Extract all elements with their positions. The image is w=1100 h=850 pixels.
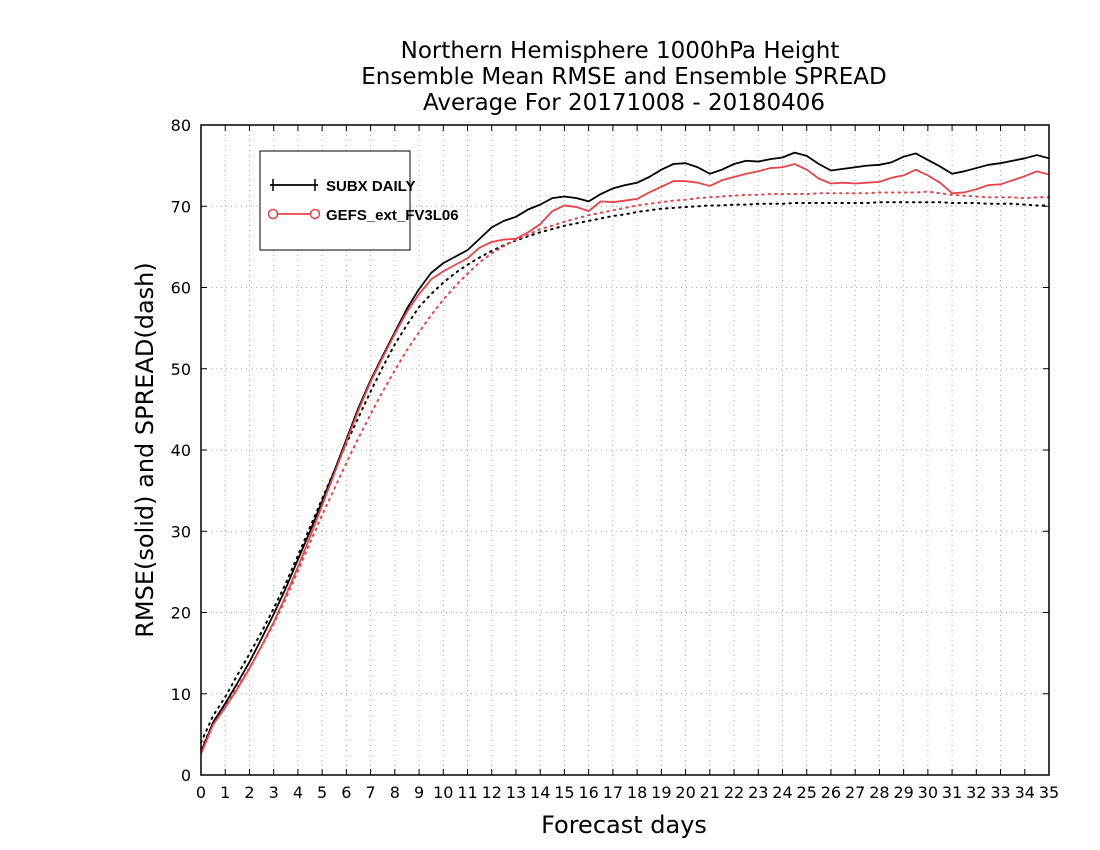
x-tick-label: 26 (821, 783, 841, 802)
x-tick-label: 0 (196, 783, 206, 802)
x-tick-label: 13 (506, 783, 526, 802)
x-tick-label: 2 (244, 783, 254, 802)
legend-entry: GEFS_ext_FV3L06 (267, 207, 459, 224)
chart-title: Northern Hemisphere 1000hPa Height Ensem… (361, 38, 886, 116)
y-axis-ticks: 0 10 20 30 40 50 60 70 80 (171, 116, 1049, 785)
y-tick-label: 20 (171, 604, 191, 623)
x-axis-label: Forecast days (541, 811, 707, 839)
y-tick-label: 30 (171, 522, 191, 541)
x-tick-label: 1 (220, 783, 230, 802)
series-layer (200, 151, 1050, 755)
x-tick-label: 10 (433, 783, 453, 802)
x-tick-label: 7 (366, 783, 376, 802)
y-tick-label: 50 (171, 360, 191, 379)
x-tick-label: 19 (651, 783, 671, 802)
y-tick-label: 40 (171, 441, 191, 460)
y-axis-label: RMSE(solid) and SPREAD(dash) (131, 262, 159, 638)
legend-entry: SUBX DAILY (270, 178, 415, 195)
x-tick-label: 34 (1015, 783, 1035, 802)
x-tick-label: 3 (269, 783, 279, 802)
series-line-spread-gefs-ext (200, 190, 1050, 750)
legend-label: SUBX DAILY (326, 178, 415, 195)
title-line-2: Ensemble Mean RMSE and Ensemble SPREAD (361, 64, 886, 90)
x-tick-label: 32 (966, 783, 986, 802)
series-line-rmse-gefs-ext (200, 163, 1050, 755)
x-axis-ticks: 0 1 2 3 4 5 6 7 8 9 10 11 12 13 14 15 16 17 18 19 20 21 22 23 24… (196, 125, 1059, 802)
legend-label: GEFS_ext_FV3L06 (326, 207, 459, 224)
x-tick-label: 28 (869, 783, 889, 802)
legend-circle-marker (309, 208, 321, 220)
x-tick-label: 23 (748, 783, 768, 802)
legend: SUBX DAILY GEFS_ext_FV3L06 (259, 150, 459, 251)
series-line-spread-subx-daily (200, 201, 1050, 744)
grid-lines (201, 125, 1049, 775)
x-tick-label: 5 (317, 783, 327, 802)
y-tick-label: 0 (181, 766, 191, 785)
title-line-1: Northern Hemisphere 1000hPa Height (401, 38, 840, 64)
x-tick-label: 14 (530, 783, 550, 802)
x-tick-label: 25 (797, 783, 817, 802)
x-tick-label: 8 (390, 783, 400, 802)
x-tick-label: 17 (603, 783, 623, 802)
y-tick-label: 70 (171, 197, 191, 216)
x-tick-label: 20 (675, 783, 695, 802)
y-tick-label: 80 (171, 116, 191, 135)
x-tick-label: 29 (893, 783, 913, 802)
x-tick-label: 35 (1039, 783, 1059, 802)
x-tick-label: 11 (457, 783, 477, 802)
x-tick-label: 24 (772, 783, 792, 802)
x-tick-label: 33 (990, 783, 1010, 802)
legend-box (259, 150, 411, 251)
x-tick-label: 16 (578, 783, 598, 802)
x-tick-label: 27 (845, 783, 865, 802)
x-tick-label: 18 (627, 783, 647, 802)
x-tick-label: 12 (482, 783, 502, 802)
x-tick-label: 6 (341, 783, 351, 802)
x-tick-label: 31 (942, 783, 962, 802)
x-tick-label: 4 (293, 783, 303, 802)
x-tick-label: 22 (724, 783, 744, 802)
x-tick-label: 15 (554, 783, 574, 802)
y-tick-label: 60 (171, 279, 191, 298)
y-tick-label: 10 (171, 685, 191, 704)
title-line-3: Average For 20171008 - 20180406 (423, 90, 825, 116)
x-tick-label: 21 (700, 783, 720, 802)
x-tick-label: 9 (414, 783, 424, 802)
x-tick-label: 30 (918, 783, 938, 802)
legend-circle-marker (267, 208, 279, 220)
